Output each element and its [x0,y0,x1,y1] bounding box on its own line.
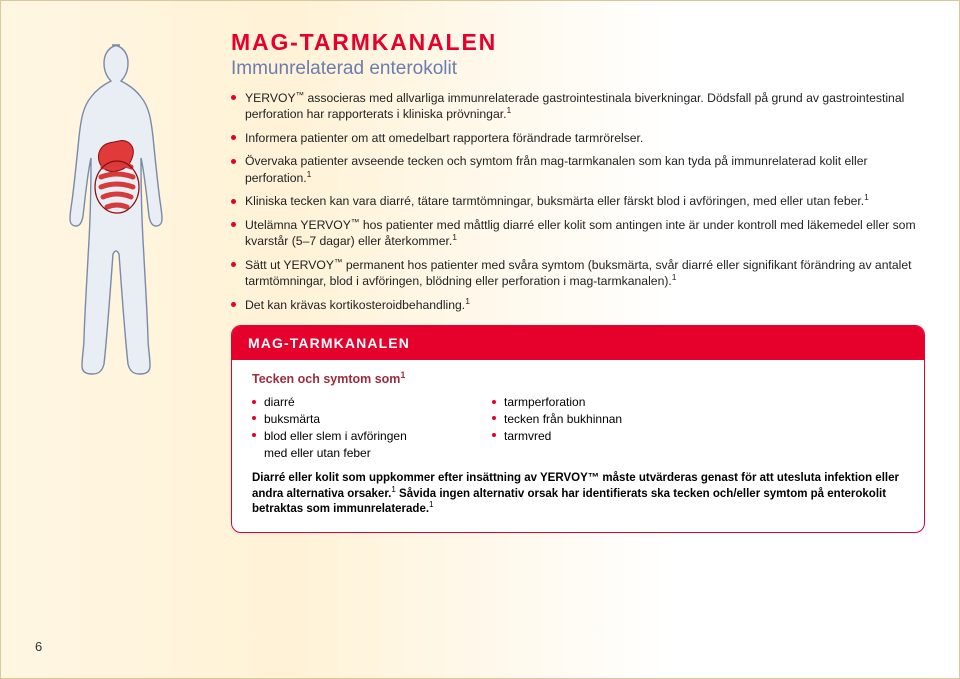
list-item: Informera patienter om att omedelbart ra… [231,130,925,146]
list-item: Kliniska tecken kan vara diarré, tätare … [231,193,925,209]
list-item: Det kan krävas kortikosteroidbehandling.… [231,297,925,313]
content-column: MAG-TARMKANALEN Immunrelaterad enterokol… [231,29,925,533]
symptom-box-subheading: Tecken och symtom som1 [252,372,904,386]
human-body-icon [35,35,205,415]
list-item: tarmvred [492,428,622,445]
main-row: MAG-TARMKANALEN Immunrelaterad enterokol… [35,29,925,533]
symptom-columns: diarré buksmärta blod eller slem i avför… [252,394,904,461]
list-item: buksmärta [252,411,432,428]
page-subtitle: Immunrelaterad enterokolit [231,58,925,80]
list-item: tecken från bukhinnan [492,411,622,428]
body-figure [35,29,205,533]
main-bullet-list: YERVOY™ associeras med allvarliga immunr… [231,90,925,313]
list-item: Övervaka patienter avseende tecken och s… [231,153,925,186]
list-item: Utelämna YERVOY™ hos patienter med måttl… [231,217,925,250]
symptom-box-body: Tecken och symtom som1 diarré buksmärta … [232,360,924,532]
symptom-box-header: MAG-TARMKANALEN [232,326,924,360]
symptom-list-left: diarré buksmärta blod eller slem i avför… [252,394,432,461]
symptom-box-note: Diarré eller kolit som uppkommer efter i… [252,471,904,518]
page-number: 6 [35,639,42,654]
symptom-box: MAG-TARMKANALEN Tecken och symtom som1 d… [231,325,925,533]
page-title: MAG-TARMKANALEN [231,29,925,56]
page: MAG-TARMKANALEN Immunrelaterad enterokol… [0,0,960,679]
symptom-list-right: tarmperforation tecken från bukhinnan ta… [492,394,622,461]
list-item: tarmperforation [492,394,622,411]
list-item: diarré [252,394,432,411]
list-item: blod eller slem i avföringen med eller u… [252,428,432,462]
list-item: Sätt ut YERVOY™ permanent hos patienter … [231,257,925,290]
list-item: YERVOY™ associeras med allvarliga immunr… [231,90,925,123]
